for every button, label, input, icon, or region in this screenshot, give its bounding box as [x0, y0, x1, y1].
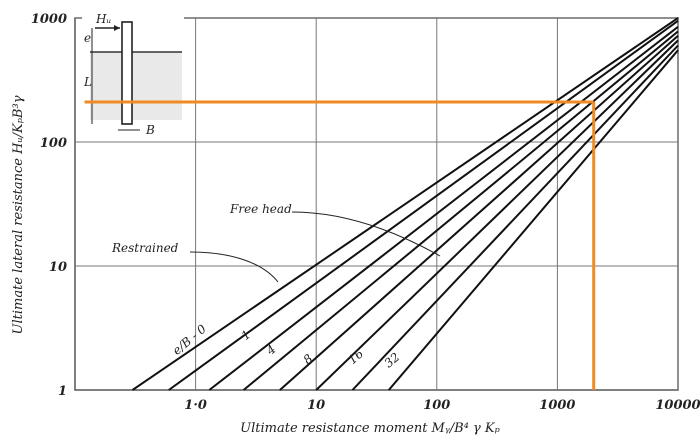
restrained-label: Restrained [111, 241, 179, 255]
inset-load-label: Hᵤ [95, 12, 111, 26]
curve-label: 4 [263, 342, 279, 358]
curve-label: 16 [345, 346, 366, 367]
inset-length-label: L [83, 75, 92, 89]
x-tick-label: 10 [307, 398, 325, 413]
y-tick-label: 1000 [31, 12, 67, 27]
annotations: Free head Restrained [111, 202, 441, 283]
free-head-label: Free head [229, 202, 292, 216]
resistance-curves [131, 17, 679, 391]
y-axis-title: Ultimate lateral resistance Hᵤ/KₚB³γ [11, 95, 26, 334]
curve-line [242, 30, 679, 391]
curve-line [388, 49, 679, 391]
curve-line [315, 39, 679, 391]
x-axis-title: Ultimate resistance moment Mᵧ/B⁴ γ Kₚ [240, 421, 500, 436]
curve-line [351, 44, 679, 391]
tick-labels: 1·0 10 100 1000 10000 1000 100 10 1 [31, 12, 700, 413]
restrained-leader [189, 251, 279, 283]
soil-region [90, 52, 182, 120]
inset-width-label: B [145, 123, 155, 137]
x-tick-label: 100 [423, 398, 450, 413]
pile-inset-diagram: Hᵤ e L B [82, 12, 184, 137]
orange-highlight-lines [84, 100, 596, 390]
inset-eccentricity-label: e [84, 31, 91, 45]
curve-line [131, 17, 679, 391]
x-tick-label: 10000 [655, 398, 700, 413]
load-arrowhead [114, 25, 120, 31]
x-tick-label: 1000 [539, 398, 575, 413]
x-tick-label: 1·0 [184, 398, 207, 413]
y-tick-label: 10 [49, 260, 67, 275]
pile-shape [121, 21, 133, 125]
y-tick-label: 1 [58, 384, 67, 399]
curve-label: 32 [382, 350, 403, 371]
curve-line [208, 26, 679, 391]
y-tick-label: 100 [40, 136, 67, 151]
curve-line [279, 34, 679, 391]
free-head-leader [291, 211, 441, 257]
curve-line [168, 19, 679, 391]
